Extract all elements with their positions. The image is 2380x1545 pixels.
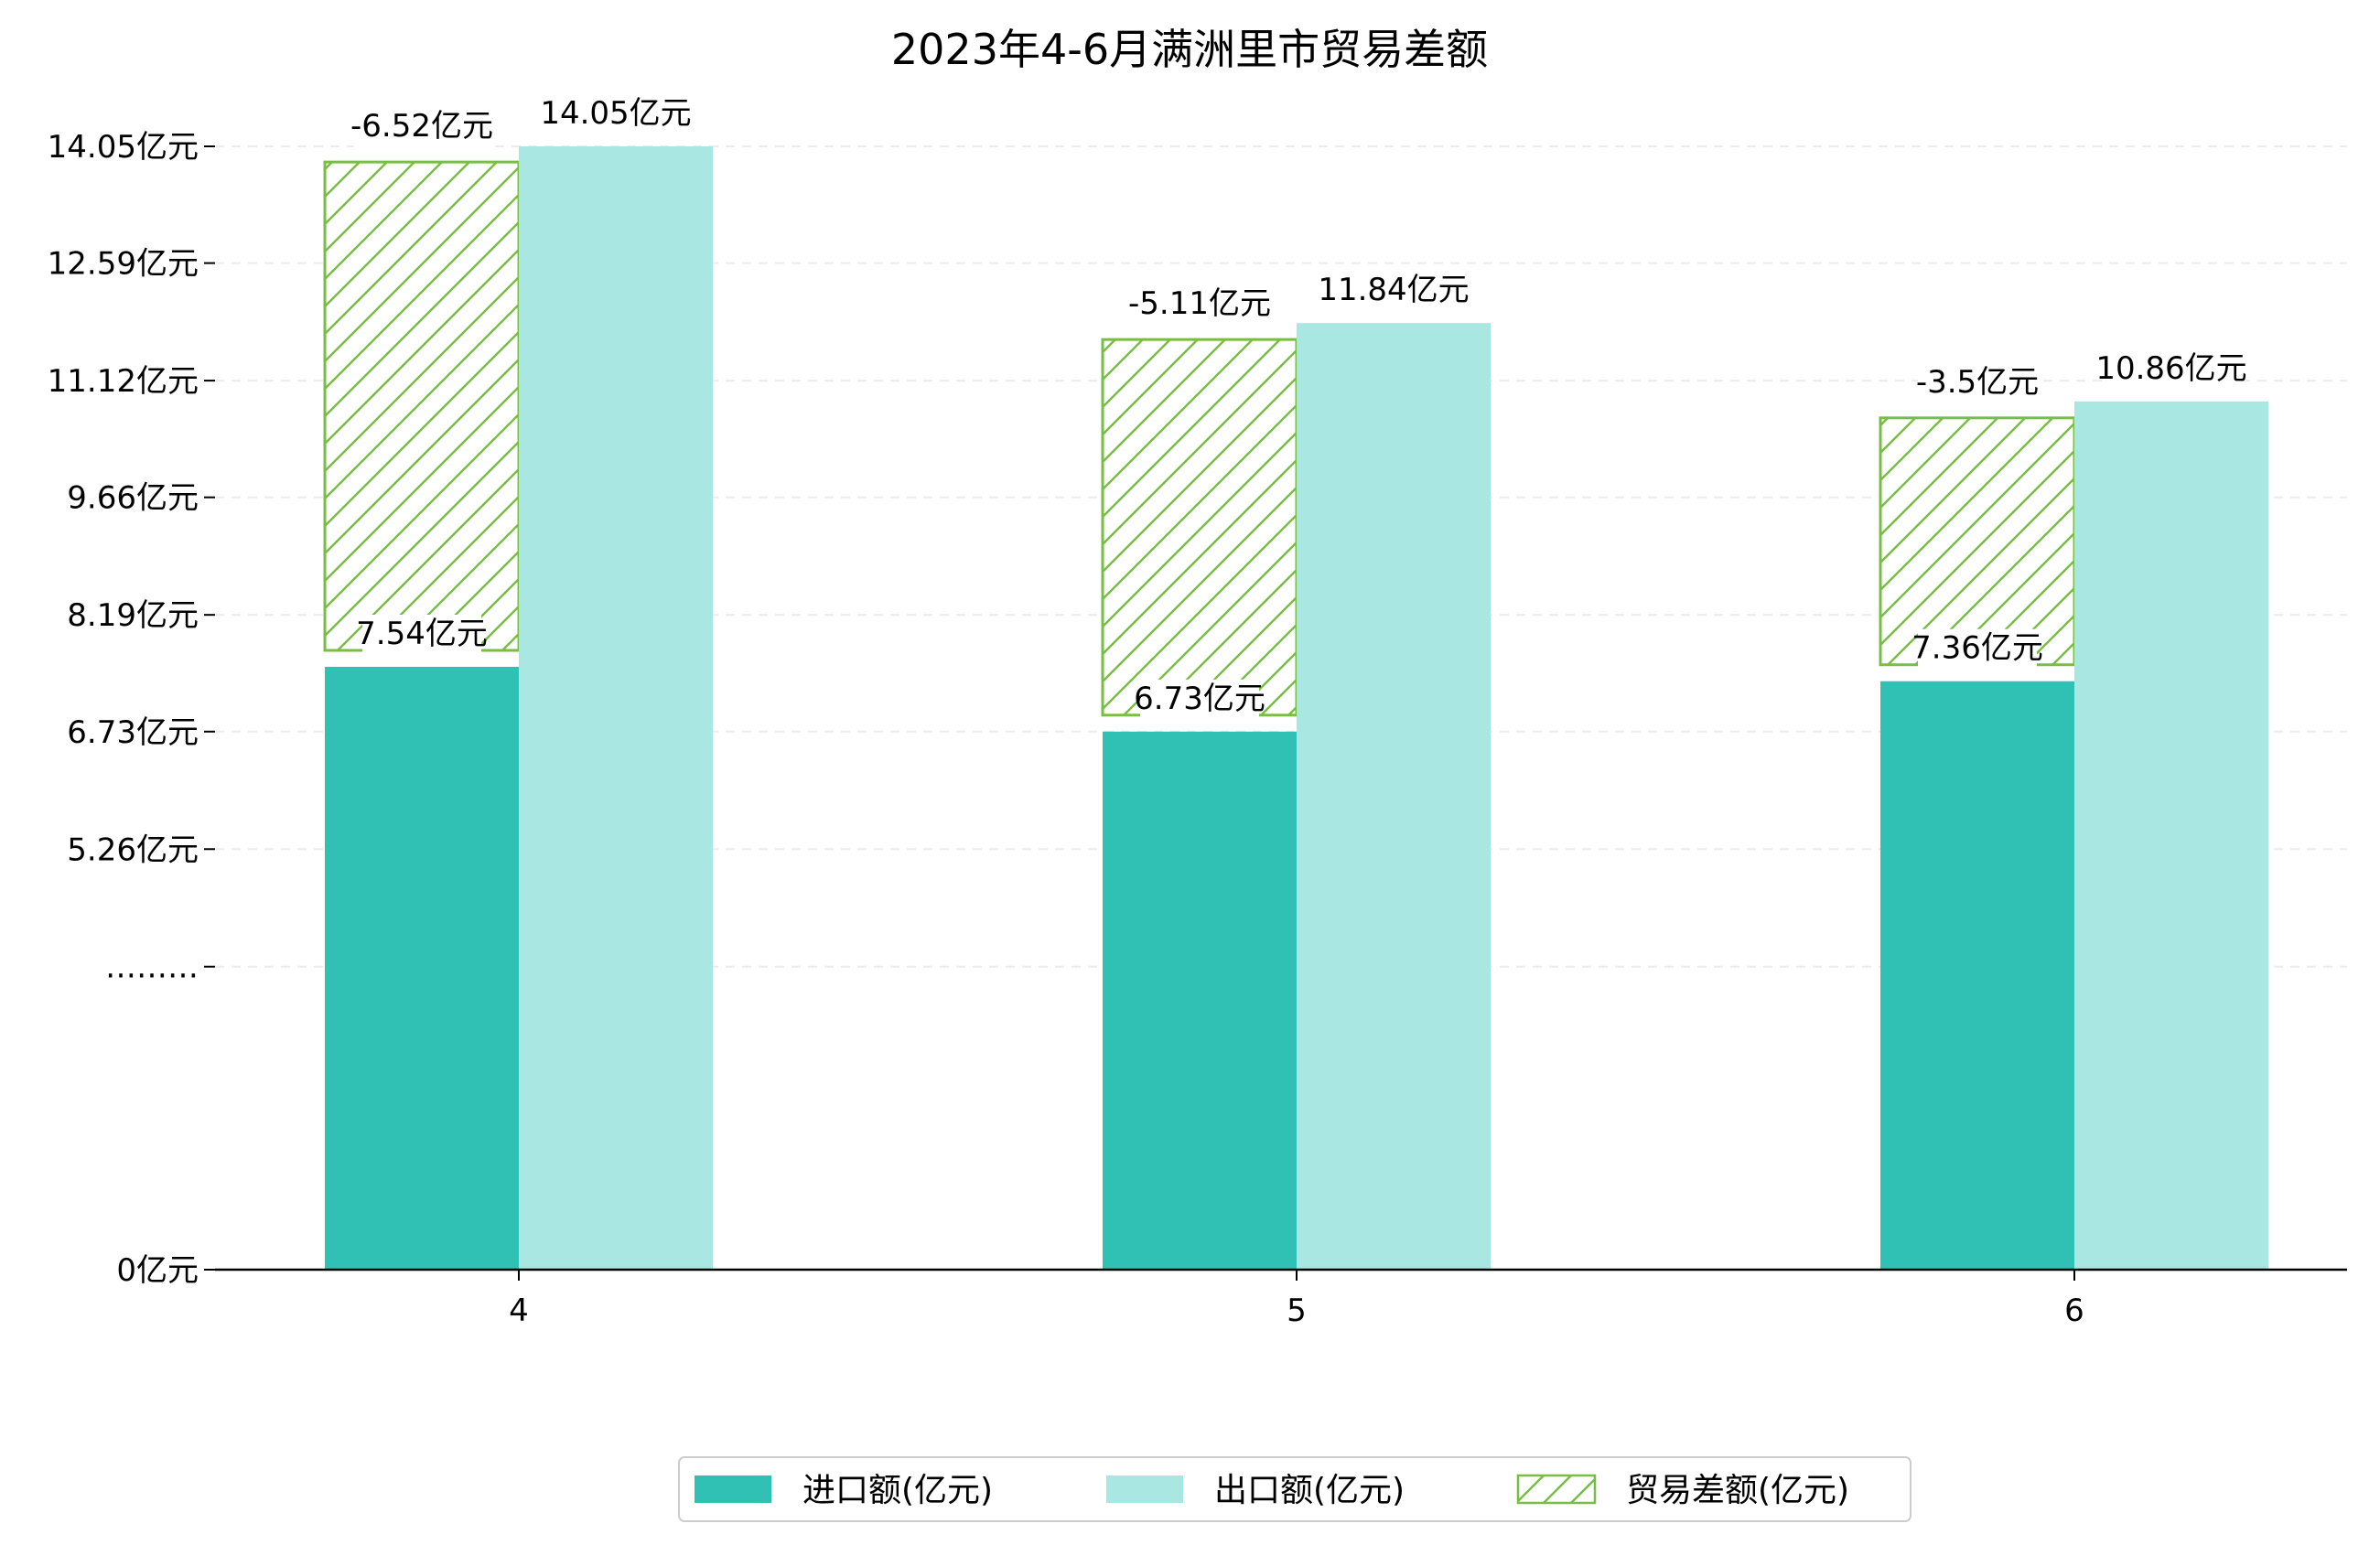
balance-value-label: -3.5亿元 — [1916, 364, 2039, 401]
y-tick-label: 0亿元 — [116, 1252, 199, 1289]
import-bar — [1880, 681, 2074, 1270]
legend-label-1: 进口额(亿元) — [802, 1472, 993, 1509]
import-bar — [325, 666, 519, 1270]
import-value-label: 6.73亿元 — [1134, 681, 1265, 717]
y-tick-label: 9.66亿元 — [67, 480, 199, 517]
balance-value-label-bg — [353, 107, 490, 148]
export-bar — [519, 146, 713, 1270]
import-value-label: 7.54亿元 — [356, 616, 488, 652]
export-value-label-bg — [1325, 271, 1462, 312]
legend-label-3: 贸易差额(亿元) — [1626, 1472, 1849, 1509]
balance-value-label-bg — [1131, 284, 1268, 326]
legend-swatch-2 — [1106, 1475, 1183, 1503]
y-tick-label: 6.73亿元 — [67, 714, 199, 751]
import-value-label-bg — [362, 614, 481, 655]
axes: 0亿元 ……… 5.26亿元 6.73亿元 8.19亿元 9.66亿元 11.12亿元 12.… — [48, 129, 2347, 1329]
import-value-label-bg — [1140, 679, 1259, 720]
export-bar — [2074, 401, 2268, 1270]
y-tick-label: 12.59亿元 — [48, 246, 199, 283]
y-tick-label: 14.05亿元 — [48, 129, 199, 166]
import-value-label-bg — [1918, 628, 2037, 670]
y-tick-label: 5.26亿元 — [67, 832, 199, 868]
y-tick-label: 8.19亿元 — [67, 597, 199, 634]
import-bar — [1103, 731, 1297, 1270]
x-tick-label: 5 — [1287, 1293, 1307, 1329]
import-value-label: 7.36亿元 — [1912, 630, 2043, 667]
legend-swatch-1 — [695, 1475, 771, 1503]
x-tick-label: 6 — [2064, 1293, 2084, 1329]
balance-value-label-bg — [1918, 362, 2037, 403]
chart-title: 2023年4-6月满洲里市贸易差额 — [891, 25, 1488, 74]
legend-swatch-3 — [1516, 1474, 1597, 1505]
balance-bar — [1879, 416, 2076, 667]
export-value-label: 10.86亿元 — [2095, 350, 2246, 387]
data-labels: 7.54亿元 -6.52亿元 14.05亿元 6.73亿元 -5.11亿元 11.84亿元… — [350, 94, 2247, 720]
export-value-label: 11.84亿元 — [1318, 272, 1469, 308]
export-value-label-bg — [547, 94, 684, 134]
x-tick-label: 4 — [509, 1293, 529, 1329]
export-value-label-bg — [2103, 349, 2240, 390]
balance-bar — [323, 160, 521, 652]
balance-value-label: -5.11亿元 — [1128, 285, 1271, 322]
y-tick-label: 11.12亿元 — [48, 363, 199, 400]
legend-label-2: 出口额(亿元) — [1214, 1472, 1405, 1509]
balance-value-label: -6.52亿元 — [350, 108, 493, 145]
export-bar — [1297, 323, 1491, 1271]
bars — [323, 146, 2268, 1271]
export-value-label: 14.05亿元 — [540, 95, 691, 132]
y-tick-label: ……… — [105, 950, 199, 986]
legend-box — [678, 1456, 1912, 1522]
legend: 进口额(亿元) 出口额(亿元) 贸易差额(亿元) — [678, 1456, 1912, 1522]
balance-bar — [1101, 338, 1298, 717]
